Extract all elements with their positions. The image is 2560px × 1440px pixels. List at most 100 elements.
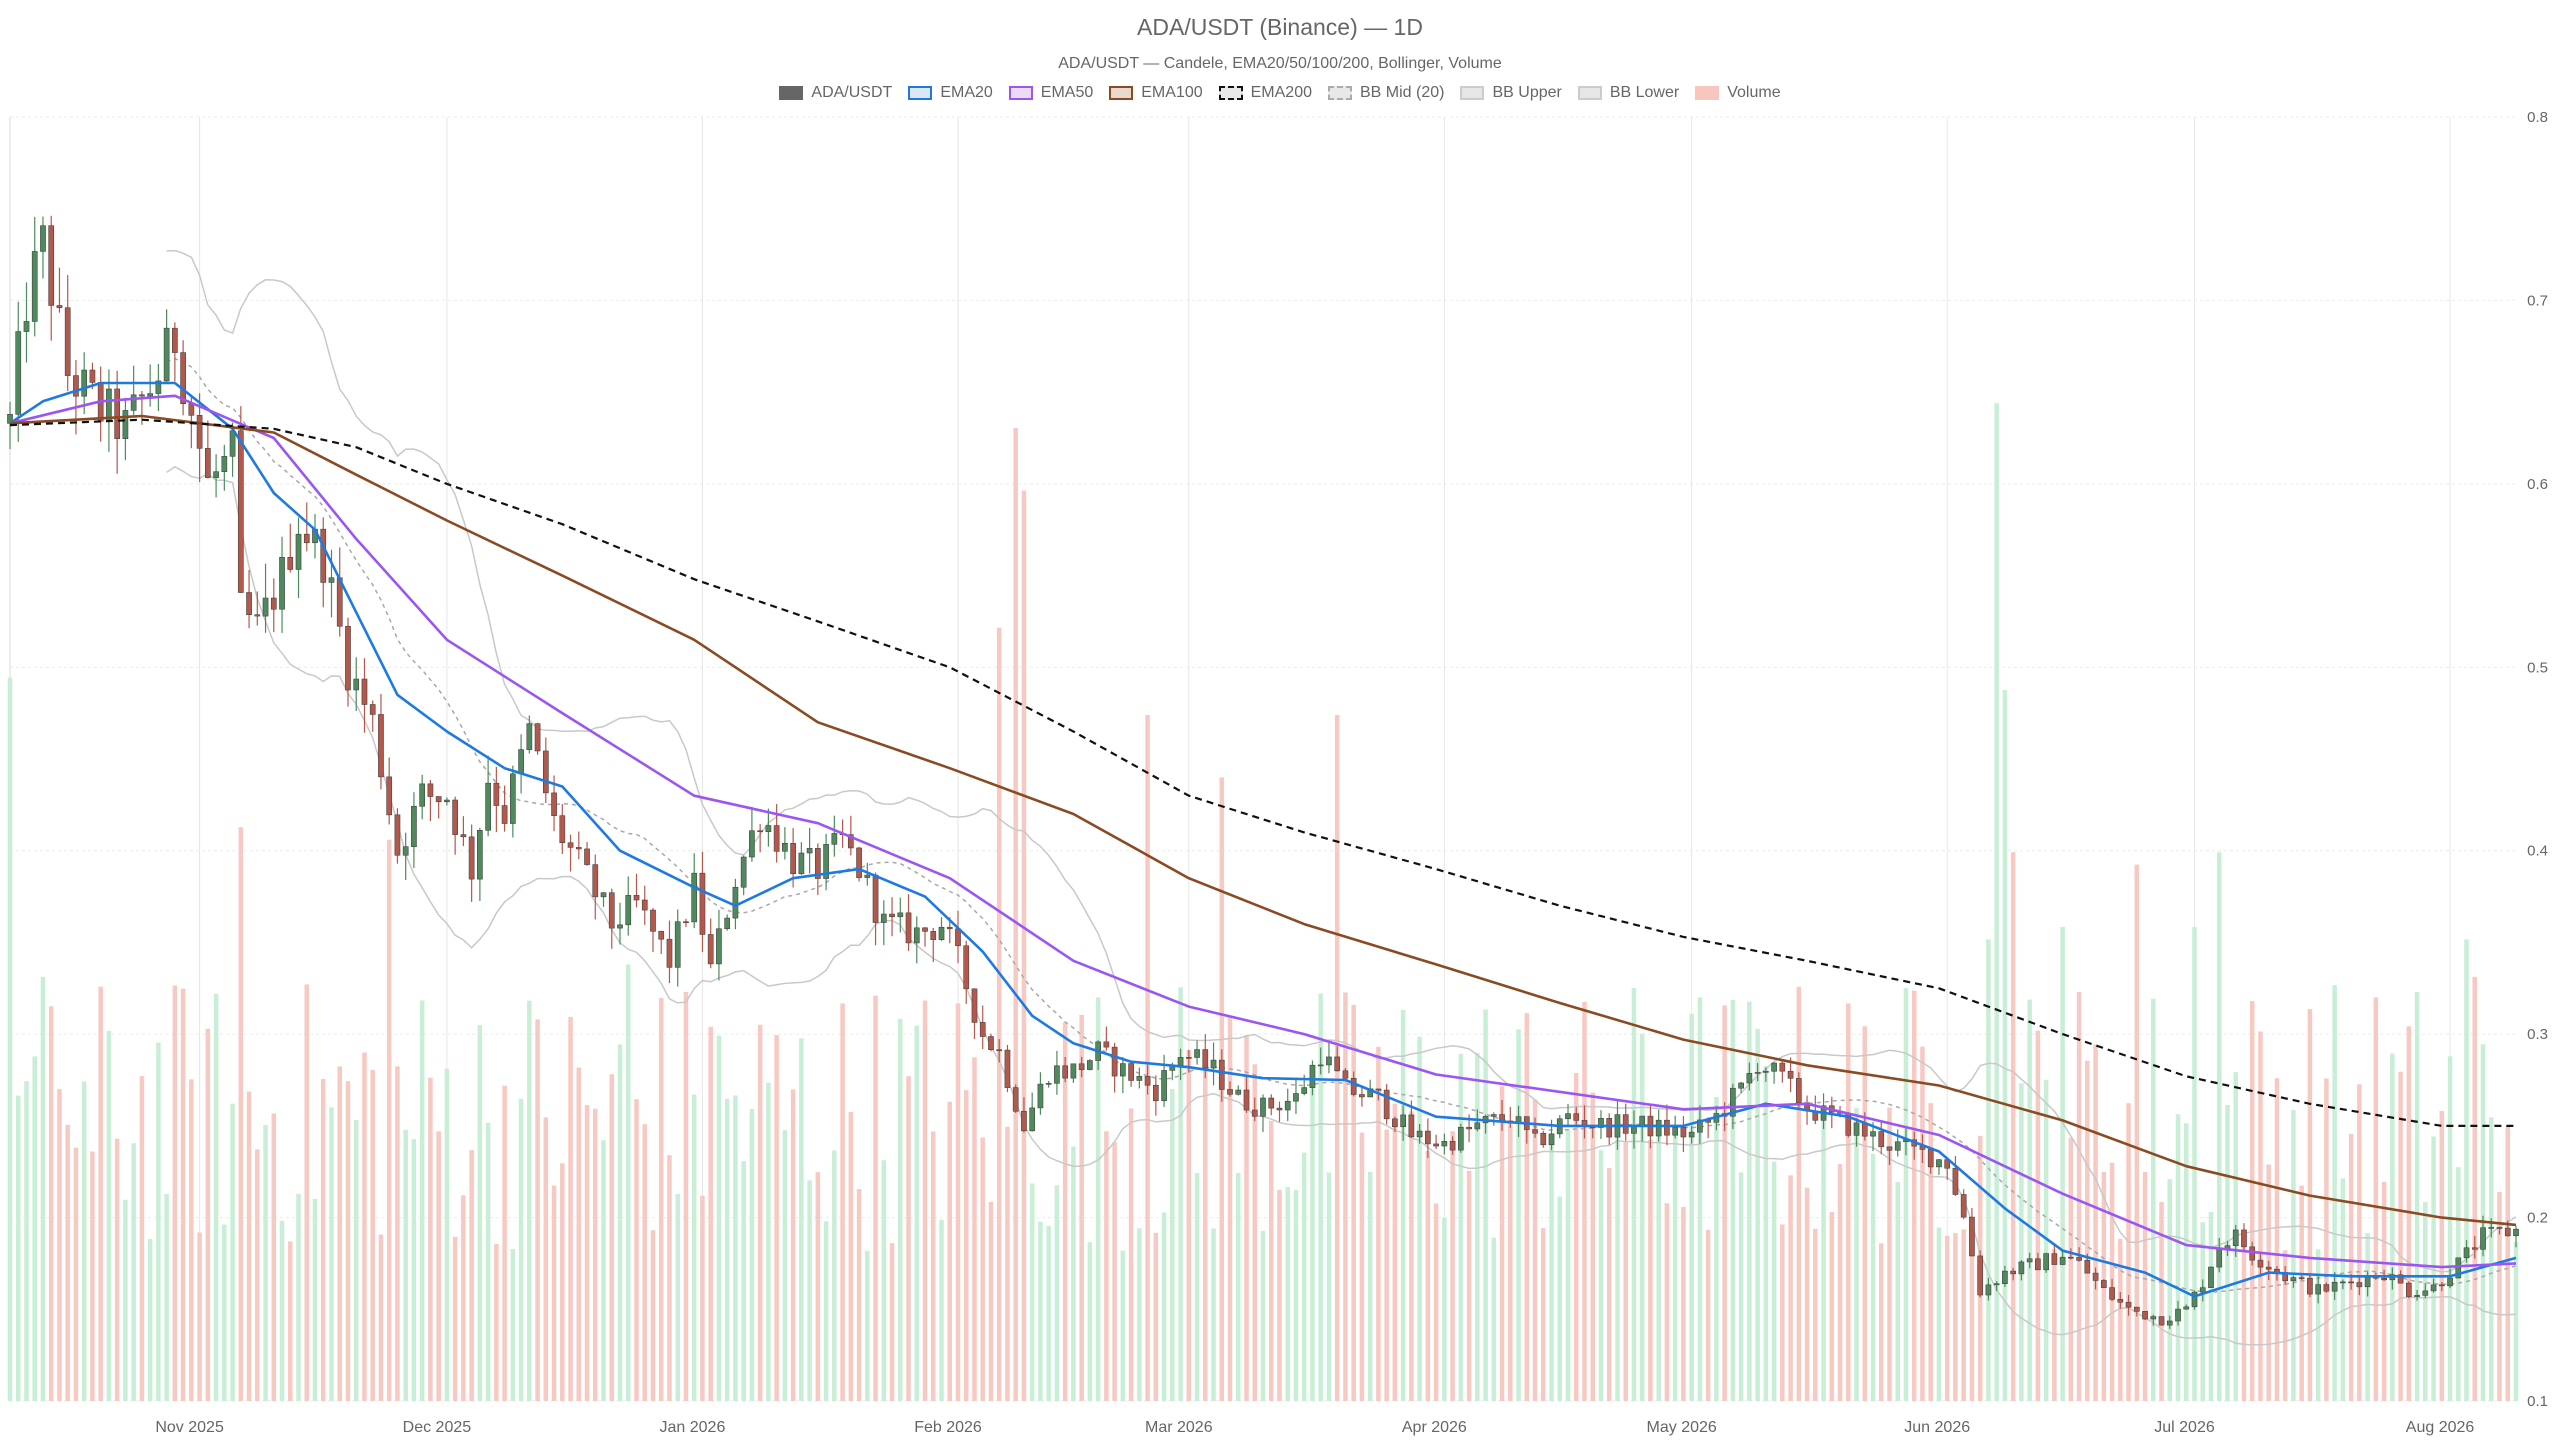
volume-bar: [1194, 1173, 1200, 1401]
legend-item-ema200[interactable]: EMA200: [1218, 84, 1312, 102]
candle-up: [229, 430, 236, 457]
volume-bar: [131, 1143, 136, 1401]
volume-bar: [1293, 1190, 1299, 1401]
candle-up: [1210, 1059, 1217, 1069]
legend-item-ema50[interactable]: EMA50: [1008, 84, 1093, 102]
volume-bar: [1755, 1028, 1760, 1401]
volume-bar: [972, 1057, 977, 1401]
candle-up: [1087, 1060, 1093, 1070]
legend-item-bb-upper[interactable]: BB Upper: [1460, 84, 1562, 102]
volume-bar: [1170, 1088, 1175, 1401]
legend-item-ema20[interactable]: EMA20: [908, 84, 993, 102]
candle-down: [73, 375, 79, 397]
candle-up: [510, 773, 516, 824]
legend-item-ema100[interactable]: EMA100: [1109, 84, 1203, 102]
volume-bar: [527, 1000, 532, 1401]
volume-bar: [2200, 1222, 2206, 1401]
volume-bar: [601, 1140, 606, 1401]
candle-down: [2381, 1277, 2387, 1281]
volume-bar: [922, 1000, 928, 1401]
volume-bar: [2373, 997, 2379, 1401]
volume-bar: [576, 1067, 582, 1401]
candle-up: [1985, 1284, 1992, 1296]
volume-bar: [749, 1108, 755, 1401]
candle-up: [1738, 1082, 1744, 1089]
volume-bar: [1458, 1053, 1464, 1401]
candle-down: [386, 776, 393, 816]
volume-bar: [906, 1076, 911, 1401]
volume-bar: [1260, 1230, 1266, 1401]
volume-bar: [2423, 1201, 2428, 1401]
legend-swatch: [779, 86, 804, 100]
legend-label: Volume: [1727, 84, 1781, 101]
volume-bar: [823, 1221, 829, 1401]
volume-bar: [312, 1198, 318, 1401]
volume-bar: [1409, 1111, 1414, 1401]
candle-up: [691, 872, 698, 923]
candle-down: [1078, 1063, 1085, 1070]
legend-item-ada-usdt[interactable]: ADA/USDT: [779, 84, 892, 102]
candle-down: [1787, 1070, 1794, 1079]
candle-down: [608, 892, 615, 929]
volume-bar: [865, 1250, 870, 1401]
volume-bar: [395, 1066, 400, 1401]
legend-swatch: [1109, 86, 1134, 100]
volume-bar: [807, 1180, 812, 1401]
volume-bar: [81, 1081, 87, 1401]
volume-bar: [1244, 1034, 1249, 1401]
candle-up: [2455, 1257, 2462, 1279]
volume-bar: [642, 1124, 648, 1401]
volume-bar: [2010, 852, 2016, 1401]
volume-bar: [1301, 1152, 1307, 1401]
volume-bar: [832, 1150, 837, 1401]
candle-down: [1408, 1114, 1415, 1138]
volume-bar: [1944, 1235, 1950, 1401]
candle-down: [246, 592, 252, 615]
volume-bar: [2249, 1000, 2255, 1401]
volume-bar: [2002, 690, 2008, 1401]
legend-swatch: [1577, 86, 1602, 100]
candle-down: [979, 1022, 986, 1037]
volume-bar: [1936, 1227, 1942, 1401]
volume-bar: [1557, 1196, 1563, 1401]
volume-bar: [1705, 1229, 1711, 1401]
volume-bar: [246, 1091, 252, 1401]
legend-item-bb-lower[interactable]: BB Lower: [1577, 84, 1679, 102]
volume-bar: [1268, 1120, 1274, 1401]
volume-bar: [2035, 1030, 2041, 1401]
candle-up: [1771, 1062, 1777, 1072]
candle-down: [773, 825, 780, 852]
legend-item-bb-mid-20[interactable]: BB Mid (20): [1328, 84, 1444, 102]
volume-bar: [2307, 1009, 2313, 1401]
volume-bar: [2472, 976, 2478, 1401]
legend-item-volume[interactable]: Volume: [1695, 84, 1781, 102]
x-tick-label: Jan 2026: [660, 1419, 726, 1436]
candle-up: [2331, 1281, 2338, 1292]
volume-bar: [1112, 1142, 1117, 1401]
candle-down: [1383, 1089, 1390, 1120]
candle-down: [790, 842, 796, 875]
volume-bar: [1227, 1016, 1233, 1401]
volume-bar: [1359, 1132, 1365, 1401]
candle-down: [1779, 1062, 1786, 1072]
candle-down: [1433, 1143, 1439, 1147]
candle-up: [1565, 1113, 1571, 1120]
candle-up: [674, 921, 681, 968]
volume-bar: [2357, 1084, 2362, 1401]
volume-bar: [1013, 428, 1018, 1401]
candle-up: [1037, 1083, 1044, 1109]
candle-up: [353, 678, 360, 691]
volume-bar: [625, 964, 631, 1401]
volume-bar: [1639, 1033, 1645, 1401]
volume-bar: [172, 985, 178, 1401]
volume-bar: [180, 988, 186, 1401]
volume-bar: [815, 1172, 821, 1401]
candle-down: [2051, 1253, 2058, 1265]
candle-up: [2150, 1316, 2157, 1320]
candle-down: [2307, 1277, 2313, 1295]
volume-bar: [584, 1105, 590, 1401]
candle-up: [1120, 1063, 1126, 1077]
volume-bar: [1804, 1187, 1810, 1401]
candle-up: [2199, 1287, 2206, 1293]
